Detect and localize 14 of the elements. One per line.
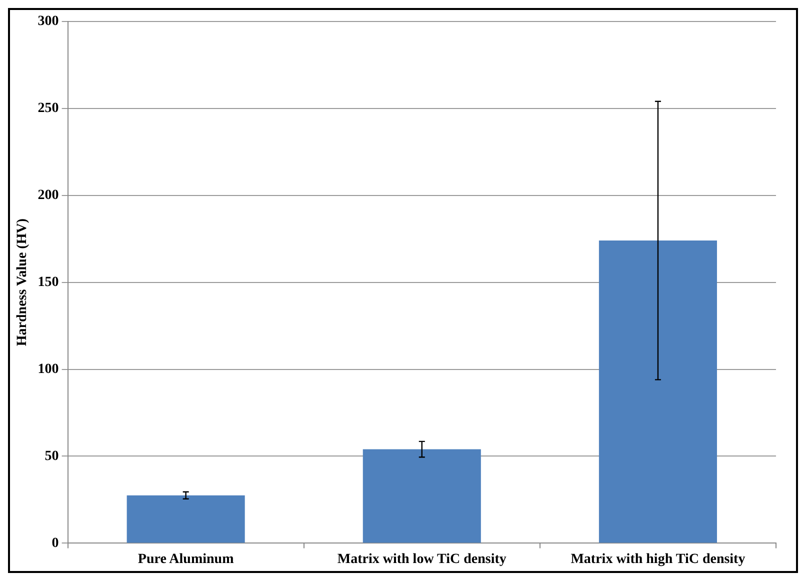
y-tick-label: 100 [38,362,59,377]
x-tick-label: Matrix with low TiC density [337,552,506,568]
y-tick-label: 250 [38,100,59,116]
x-tick-label: Matrix with high TiC density [570,552,746,568]
bar [126,495,245,543]
y-tick-label: 300 [38,14,59,30]
y-tick-label: 200 [38,188,59,203]
y-tick-label: 0 [52,536,59,551]
bar [598,240,717,543]
y-tick-label: 50 [44,448,59,464]
y-tick-label: 150 [38,274,59,290]
x-tick-label: Pure Aluminum [138,552,234,568]
y-axis-title: Hardness Value (HV) [15,218,30,346]
bar [362,449,481,543]
